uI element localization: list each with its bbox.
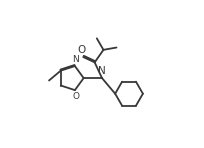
Text: O: O bbox=[73, 92, 80, 101]
Text: N: N bbox=[72, 55, 79, 64]
Text: O: O bbox=[78, 45, 86, 55]
Text: N: N bbox=[98, 66, 106, 76]
